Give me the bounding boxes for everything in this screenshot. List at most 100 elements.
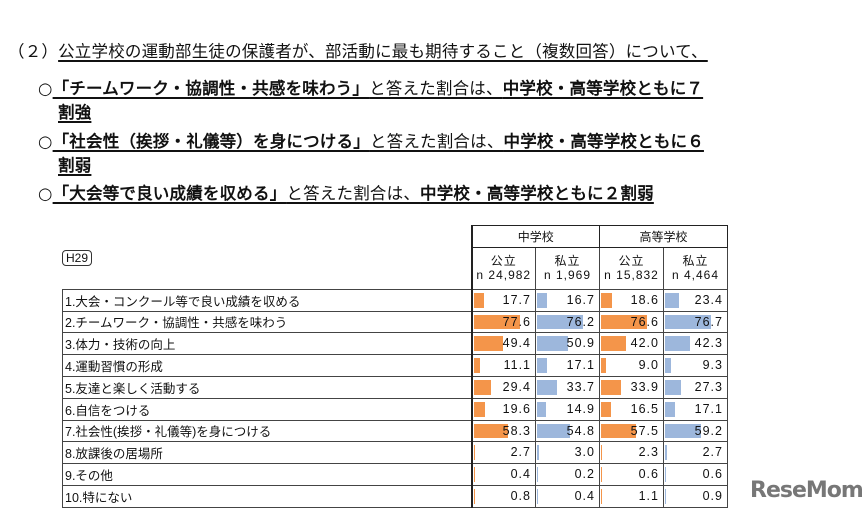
value-bar — [601, 488, 602, 504]
table-row: 10.特にない 0.8 0.4 1.1 0.9 — [62, 484, 728, 508]
table-row: 1.大会・コンクール等で良い成績を収める 17.7 16.7 18.6 23.4 — [62, 288, 728, 312]
value-number: 0.4 — [510, 467, 531, 482]
value-cell: 0.6 — [663, 463, 728, 486]
value-cell: 57.5 — [599, 419, 664, 443]
section-heading: （２）公立学校の運動部生徒の保護者が、部活動に最も期待すること（複数回答）につい… — [8, 38, 708, 62]
row-label: 3.体力・技術の向上 — [62, 332, 473, 356]
column-header: 公立 n 24,982 — [471, 246, 536, 290]
sample-size: n 15,832 — [604, 268, 659, 283]
group-high-school: 高等学校 — [599, 225, 728, 248]
value-number: 0.8 — [510, 488, 531, 503]
value-bar — [473, 336, 504, 352]
value-cell: 16.7 — [535, 288, 600, 312]
value-number: 42.3 — [694, 336, 723, 351]
value-cell: 17.1 — [663, 397, 728, 421]
bullet-tail: 中学校・高等学校ともに２割弱 — [420, 184, 654, 203]
value-number: 33.9 — [630, 379, 659, 394]
row-label: 5.友達と楽しく活動する — [62, 375, 473, 399]
value-bar — [601, 401, 611, 417]
table-row: 5.友達と楽しく活動する 29.4 33.7 33.9 27.3 — [62, 375, 728, 399]
column-label: 公立 — [490, 254, 517, 269]
value-number: 76.2 — [566, 314, 595, 329]
bullet-mid: と答えた割合は、 — [369, 132, 504, 151]
value-cell: 18.6 — [599, 288, 664, 312]
bullet-mid: と答えた割合は、 — [286, 184, 421, 203]
bullet-mark: ○ — [38, 184, 53, 203]
value-number: 0.4 — [574, 488, 595, 503]
value-number: 50.9 — [566, 336, 595, 351]
value-cell: 17.1 — [535, 354, 600, 377]
value-number: 27.3 — [694, 379, 723, 394]
value-cell: 9.0 — [599, 354, 664, 377]
bullet-tail: 中学校・高等学校ともに７ — [502, 79, 704, 98]
value-number: 1.1 — [638, 488, 659, 503]
table-row: 6.自信をつける 19.6 14.9 16.5 17.1 — [62, 397, 728, 421]
value-cell: 2.7 — [663, 441, 728, 465]
value-bar — [473, 358, 481, 373]
value-number: 57.5 — [630, 423, 659, 438]
value-bar — [601, 314, 647, 330]
value-cell: 2.7 — [471, 441, 536, 465]
value-cell: 50.9 — [535, 332, 600, 356]
value-bar — [601, 445, 603, 461]
value-bar — [665, 488, 666, 504]
column-header: 私立 n 1,969 — [535, 246, 600, 290]
value-cell: 76.2 — [535, 310, 600, 334]
value-bar — [537, 379, 558, 395]
value-bar — [537, 445, 539, 461]
value-cell: 27.3 — [663, 375, 728, 399]
value-bar — [601, 358, 607, 373]
bullet-quote: 「大会等で良い成績を収める」 — [52, 184, 287, 203]
heading-number: （２） — [8, 42, 59, 61]
value-number: 9.0 — [638, 358, 659, 373]
value-bar — [537, 423, 570, 439]
value-cell: 0.4 — [471, 463, 536, 486]
table-row: 8.放課後の居場所 2.7 3.0 2.3 2.7 — [62, 441, 728, 465]
value-bar — [473, 292, 485, 308]
bullet-item: ○「社会性（挨拶・礼儀等）を身につける」と答えた割合は、中学校・高等学校ともに６ — [38, 128, 704, 152]
bullet-continuation: 割強 — [58, 103, 92, 122]
bullet-quote: 「チームワーク・協調性・共感を味わう」 — [52, 79, 370, 98]
value-number: 0.2 — [574, 467, 595, 482]
value-bar — [601, 423, 636, 439]
value-number: 2.7 — [510, 445, 531, 460]
value-number: 2.7 — [702, 445, 723, 460]
column-header: 公立 n 15,832 — [599, 246, 664, 290]
bullet-tail: 中学校・高等学校ともに６ — [503, 132, 704, 151]
row-label: 10.特にない — [62, 484, 473, 508]
table-row: 7.社会性(挨拶・礼儀等)を身につける 58.3 54.8 57.5 59.2 — [62, 419, 728, 443]
table-row: 9.その他 0.4 0.2 0.6 0.6 — [62, 463, 728, 486]
value-number: 18.6 — [630, 292, 659, 307]
value-cell: 19.6 — [471, 397, 536, 421]
value-cell: 77.6 — [471, 310, 536, 334]
value-bar — [601, 292, 613, 308]
value-bar — [473, 401, 486, 417]
value-number: 17.1 — [566, 358, 595, 373]
value-number: 29.4 — [502, 379, 531, 394]
value-number: 16.7 — [566, 292, 595, 307]
value-cell: 76.7 — [663, 310, 728, 334]
value-number: 0.9 — [702, 488, 723, 503]
bullet-item: ○「大会等で良い成績を収める」と答えた割合は、中学校・高等学校ともに２割弱 — [38, 180, 654, 204]
column-header: 私立 n 4,464 — [663, 246, 728, 290]
value-number: 14.9 — [566, 401, 595, 416]
value-bar — [601, 379, 622, 395]
value-bar — [665, 292, 680, 308]
row-label: 4.運動習慣の形成 — [62, 354, 473, 377]
value-cell: 14.9 — [535, 397, 600, 421]
row-label: 9.その他 — [62, 463, 473, 486]
value-bar — [665, 401, 676, 417]
value-bar — [665, 358, 671, 373]
value-number: 16.5 — [630, 401, 659, 416]
value-bar — [473, 445, 476, 461]
value-number: 2.3 — [638, 445, 659, 460]
value-number: 17.7 — [502, 292, 531, 307]
table-row: 4.運動習慣の形成 11.1 17.1 9.0 9.3 — [62, 354, 728, 377]
group-junior-high: 中学校 — [471, 225, 600, 248]
value-cell: 33.7 — [535, 375, 600, 399]
value-cell: 33.9 — [599, 375, 664, 399]
value-cell: 58.3 — [471, 419, 536, 443]
value-cell: 0.6 — [599, 463, 664, 486]
value-number: 42.0 — [630, 336, 659, 351]
survey-table: 中学校 高等学校 公立 n 24,982 私立 n 1,969 公立 n 15,832 私立 n… — [62, 225, 728, 508]
